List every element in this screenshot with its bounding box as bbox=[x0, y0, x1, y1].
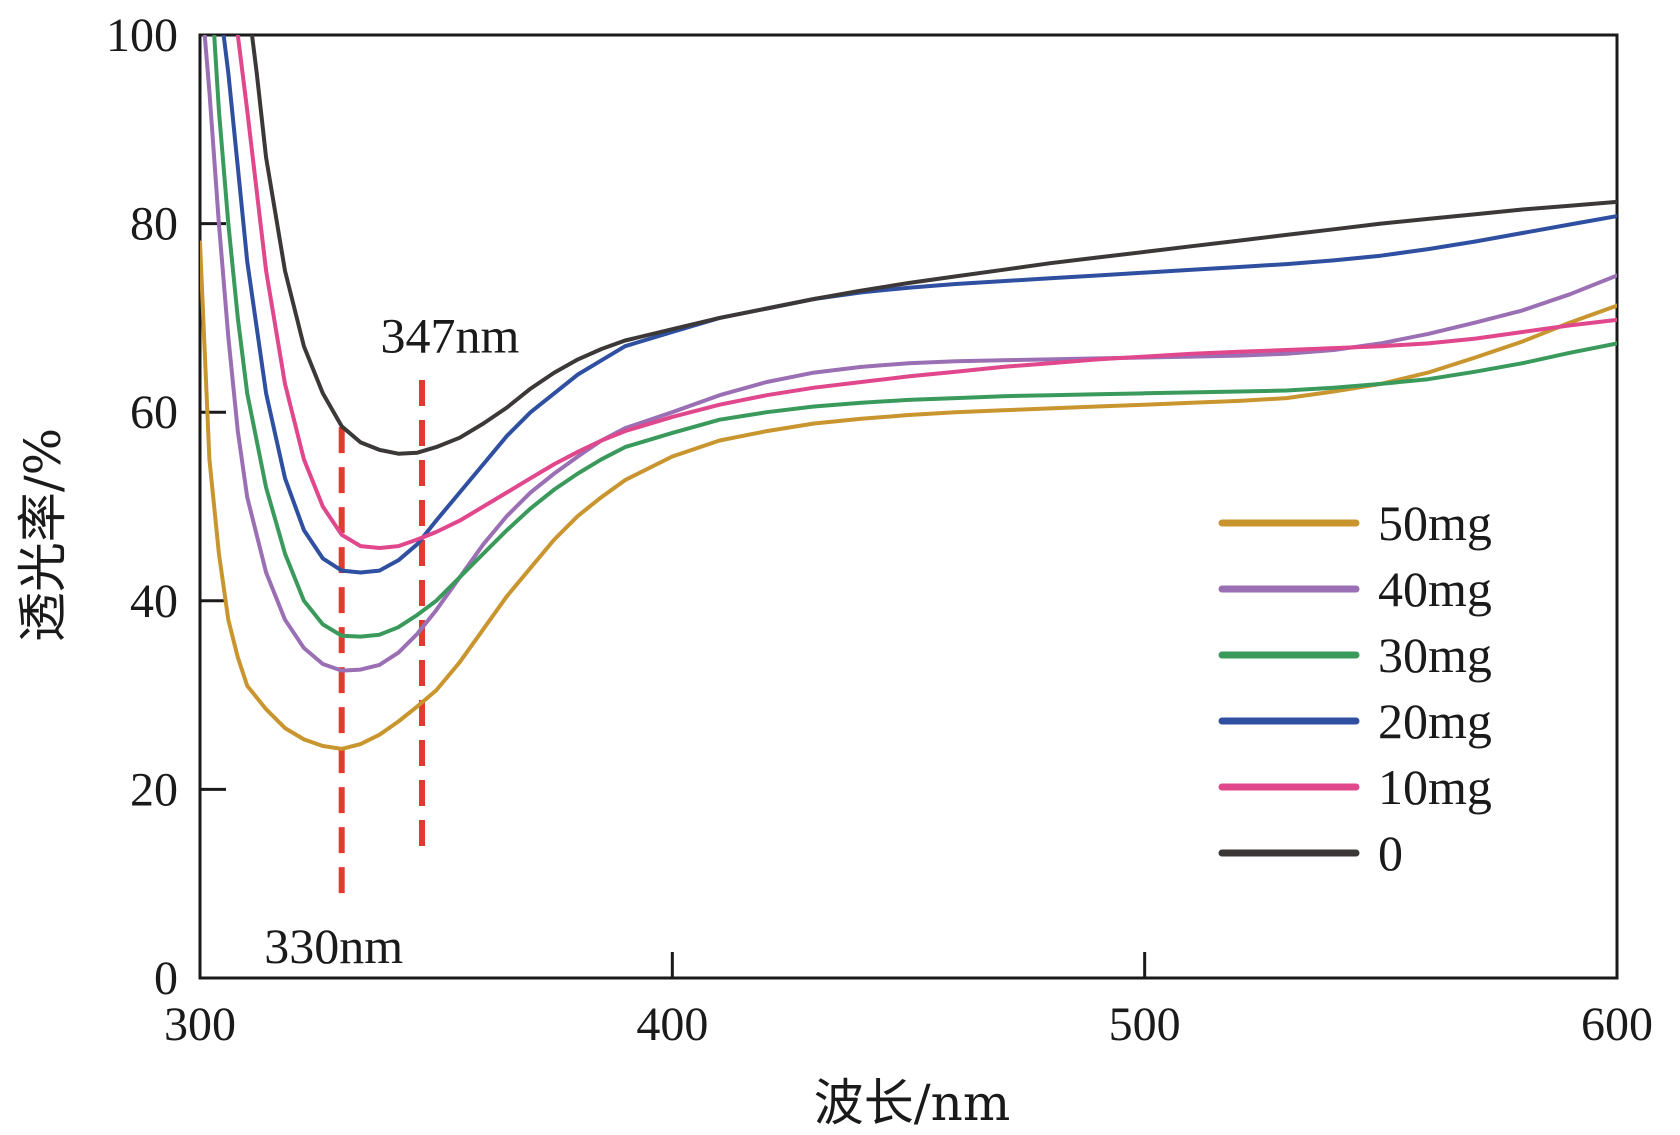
y-tick-label: 80 bbox=[130, 198, 178, 251]
y-tick-label: 60 bbox=[130, 386, 178, 439]
annotation-label-330nm: 330nm bbox=[264, 918, 403, 974]
y-tick-label: 40 bbox=[130, 575, 178, 628]
annotation-label-347nm: 347nm bbox=[381, 307, 520, 363]
series-line-30mg bbox=[212, 35, 1617, 639]
series-line-50mg bbox=[200, 240, 1617, 751]
plot-frame bbox=[198, 33, 1619, 980]
legend-label-30mg: 30mg bbox=[1378, 627, 1492, 683]
x-tick-label: 600 bbox=[1581, 998, 1653, 1051]
series-line-10mg bbox=[235, 35, 1617, 550]
x-tick-label: 300 bbox=[164, 998, 236, 1051]
legend-label-20mg: 20mg bbox=[1378, 693, 1492, 749]
legend-label-50mg: 50mg bbox=[1378, 495, 1492, 551]
x-tick-label: 500 bbox=[1109, 998, 1181, 1051]
y-tick-label: 100 bbox=[106, 9, 178, 62]
y-tick-label: 20 bbox=[130, 763, 178, 816]
x-axis-title: 波长/nm bbox=[814, 1074, 1010, 1132]
x-tick-label: 400 bbox=[636, 998, 708, 1051]
y-tick-label: 0 bbox=[154, 952, 178, 1005]
series-line-0 bbox=[250, 35, 1617, 456]
legend-label-10mg: 10mg bbox=[1378, 759, 1492, 815]
legend-label-0: 0 bbox=[1378, 825, 1403, 881]
series-line-20mg bbox=[221, 35, 1617, 575]
y-axis-title: 透光率/% bbox=[14, 428, 72, 642]
legend-label-40mg: 40mg bbox=[1378, 561, 1492, 617]
